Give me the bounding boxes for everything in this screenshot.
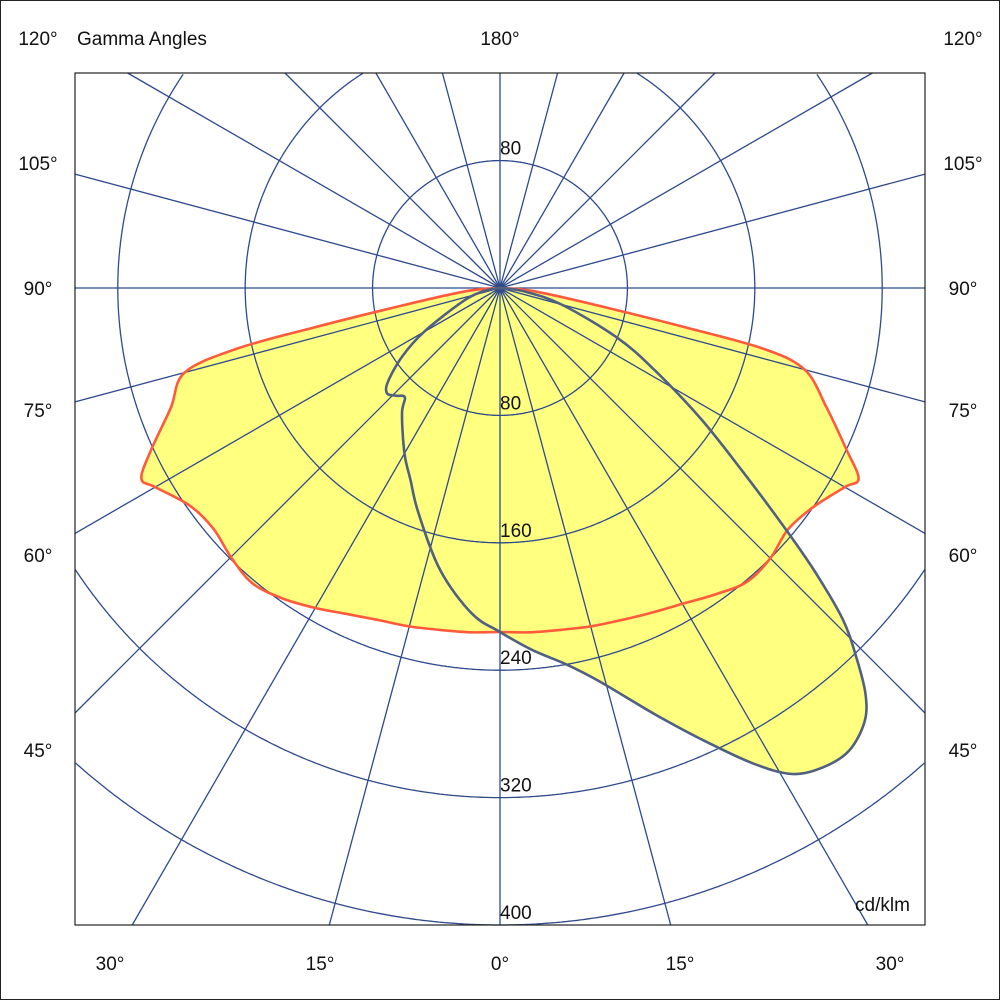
right-angle-label: 105° xyxy=(943,154,982,175)
ring-label-80: 80 xyxy=(500,393,521,414)
right-angle-label: 75° xyxy=(949,401,978,422)
bottom-angle-label: 15° xyxy=(306,954,335,975)
spoke-195 xyxy=(441,72,501,289)
spoke-225 xyxy=(284,72,501,289)
spoke-285 xyxy=(74,287,501,403)
spoke-45 xyxy=(499,287,926,714)
ring-label-top-80: 80 xyxy=(500,139,521,160)
spoke-165 xyxy=(499,72,559,289)
spoke-345 xyxy=(328,287,501,926)
bottom-angle-label: 30° xyxy=(876,954,905,975)
spoke-210 xyxy=(375,72,501,289)
series-line-c90-c270 xyxy=(384,286,868,776)
ring-240 xyxy=(117,73,883,671)
left-angle-label: 120° xyxy=(18,29,57,50)
spoke-30 xyxy=(499,287,869,926)
right-angle-label: 90° xyxy=(949,279,978,300)
bottom-angle-label: 30° xyxy=(96,954,125,975)
outline-layer xyxy=(140,286,868,776)
spoke-315 xyxy=(74,287,501,714)
left-angle-label: 60° xyxy=(24,546,53,567)
spoke-330 xyxy=(131,287,501,926)
right-angle-label: 120° xyxy=(943,29,982,50)
ring-label-240: 240 xyxy=(500,648,532,669)
top-angle-label: 180° xyxy=(480,29,519,50)
spoke-15 xyxy=(499,287,672,926)
right-angle-label: 60° xyxy=(949,546,978,567)
series-fill-c90-c270 xyxy=(385,288,867,775)
ring-label-320: 320 xyxy=(500,776,532,797)
spoke-150 xyxy=(499,72,625,289)
ring-label-400: 400 xyxy=(500,903,532,924)
spoke-75 xyxy=(499,287,926,403)
bottom-angle-label: 0° xyxy=(491,954,509,975)
unit-label: cd/klm xyxy=(855,895,910,916)
grid-layer xyxy=(74,72,926,926)
spoke-135 xyxy=(499,72,716,289)
spoke-60 xyxy=(499,287,926,534)
left-angle-label: 105° xyxy=(18,154,57,175)
ring-160 xyxy=(244,72,756,544)
left-angle-label: 75° xyxy=(24,401,53,422)
left-angle-label: 45° xyxy=(24,741,53,762)
spoke-105 xyxy=(499,173,926,289)
spoke-120 xyxy=(499,72,873,289)
plot-border xyxy=(74,72,926,926)
left-angle-label: 90° xyxy=(24,279,53,300)
spoke-255 xyxy=(74,173,501,289)
right-angle-label: 45° xyxy=(949,741,978,762)
spoke-240 xyxy=(127,72,501,289)
chart-title: Gamma Angles xyxy=(77,29,207,50)
ring-label-160: 160 xyxy=(500,521,532,542)
bottom-angle-label: 15° xyxy=(666,954,695,975)
